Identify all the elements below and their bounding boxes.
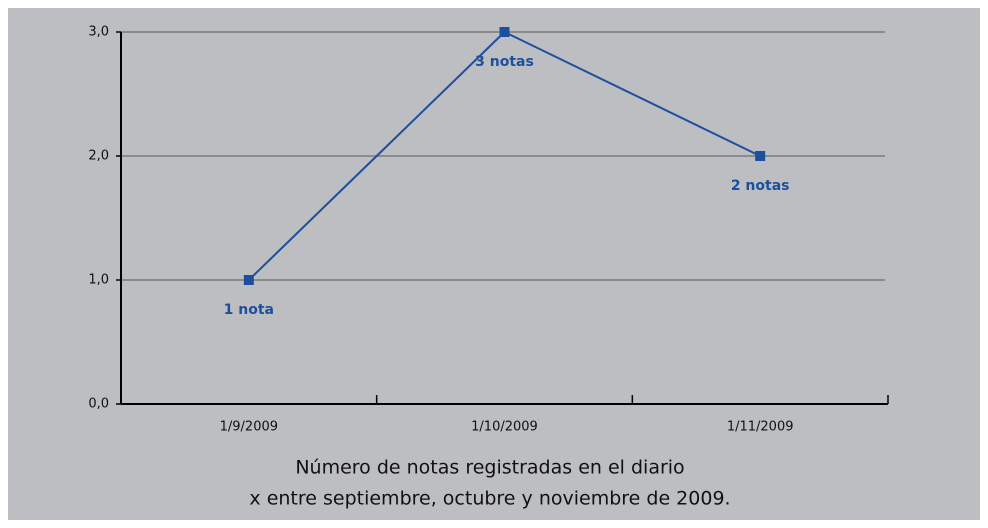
point — [755, 151, 766, 161]
point — [499, 27, 510, 37]
y-tick-label: 0,0 — [88, 397, 109, 412]
x-tick-label: 1/9/2009 — [220, 420, 278, 435]
data-label: 1 nota — [224, 302, 274, 318]
y-tick-label: 3,0 — [88, 25, 109, 40]
data-label: 3 notas — [475, 54, 534, 70]
caption: Número de notas registradas en el diario — [295, 457, 684, 479]
y-tick-label: 1,0 — [88, 273, 109, 288]
y-tick-label: 2,0 — [88, 149, 109, 164]
x-tick-label: 1/10/2009 — [471, 420, 538, 435]
data-label: 2 notas — [731, 178, 790, 194]
caption: x entre septiembre, octubre y noviembre … — [249, 488, 730, 510]
point — [243, 275, 254, 285]
background — [8, 8, 980, 520]
x-tick-label: 1/11/2009 — [727, 420, 794, 435]
